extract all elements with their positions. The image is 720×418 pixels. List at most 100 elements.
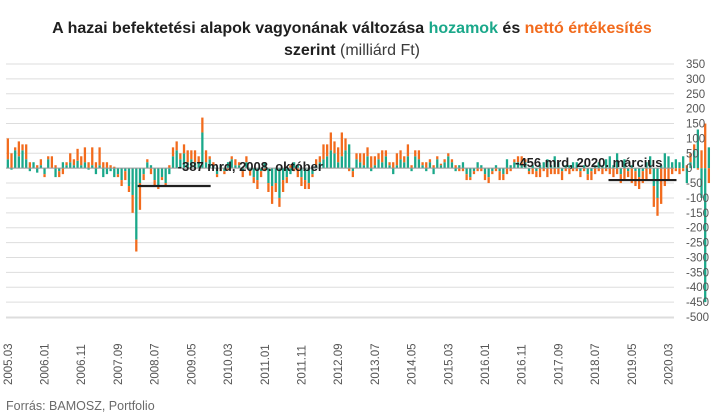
bar-netto bbox=[91, 147, 94, 166]
x-tick-label: 2018.07 bbox=[590, 343, 602, 385]
bar-netto bbox=[568, 168, 571, 175]
bar-hozamok bbox=[590, 168, 593, 172]
bar-netto bbox=[303, 180, 307, 190]
bar-netto bbox=[318, 156, 321, 163]
bar-netto bbox=[450, 159, 454, 163]
x-tick-label: 2010.03 bbox=[223, 343, 235, 385]
bar-netto bbox=[560, 171, 564, 181]
bar-netto bbox=[494, 168, 498, 172]
bar-hozamok bbox=[671, 162, 674, 169]
bar-hozamok bbox=[315, 165, 318, 169]
bar-netto bbox=[590, 171, 593, 181]
x-axis: 2005.03 2006.01 2006.11 2007.09 2008.07 2009.… bbox=[3, 317, 675, 385]
y-tick-label: -100 bbox=[686, 193, 709, 205]
bar-hozamok bbox=[520, 165, 523, 169]
bar-netto bbox=[564, 168, 567, 172]
bar-hozamok bbox=[465, 168, 468, 175]
bar-netto bbox=[160, 177, 164, 181]
bar-hozamok bbox=[641, 168, 644, 172]
bar-netto bbox=[700, 150, 703, 169]
bar-netto bbox=[542, 168, 545, 172]
bar-hozamok bbox=[256, 168, 259, 181]
bar-netto bbox=[186, 150, 189, 163]
bar-hozamok bbox=[32, 162, 35, 169]
bar-netto bbox=[223, 171, 226, 175]
bar-netto bbox=[443, 159, 446, 163]
bar-hozamok bbox=[17, 156, 20, 169]
bar-hozamok bbox=[344, 150, 347, 169]
y-tick-label: -400 bbox=[686, 282, 709, 294]
bar-hozamok bbox=[149, 165, 153, 169]
bar-hozamok bbox=[47, 159, 50, 169]
bar-netto bbox=[36, 165, 39, 169]
bar-netto bbox=[157, 186, 160, 190]
bar-hozamok bbox=[491, 168, 494, 172]
bar-netto bbox=[458, 168, 461, 172]
bar-hozamok bbox=[58, 168, 61, 172]
bar-hozamok bbox=[458, 165, 461, 169]
bar-hozamok bbox=[160, 168, 164, 178]
bar-hozamok bbox=[226, 162, 230, 169]
bar-netto bbox=[601, 168, 604, 175]
bar-hozamok bbox=[102, 168, 105, 178]
bar-netto bbox=[553, 168, 556, 175]
x-tick-label: 2014.05 bbox=[407, 343, 419, 385]
bar-hozamok bbox=[219, 165, 222, 169]
chart-title: A hazai befektetési alapok vagyonának vá… bbox=[52, 20, 652, 37]
bar-netto bbox=[704, 123, 707, 169]
bar-netto bbox=[634, 171, 637, 187]
x-tick-label: 2008.07 bbox=[150, 343, 162, 385]
bar-hozamok bbox=[366, 156, 369, 169]
bar-netto bbox=[366, 147, 369, 157]
bar-netto bbox=[105, 162, 109, 169]
bar-hozamok bbox=[388, 165, 391, 169]
bar-netto bbox=[135, 239, 138, 252]
bar-netto bbox=[575, 168, 578, 172]
bar-netto bbox=[179, 153, 182, 160]
bar-netto bbox=[461, 168, 465, 172]
title-part-netto: nettó értékesítés bbox=[525, 20, 652, 37]
bar-netto bbox=[502, 174, 505, 181]
bar-hozamok bbox=[579, 168, 582, 172]
bar-hozamok bbox=[223, 168, 226, 172]
x-tick-label: 2017.09 bbox=[553, 343, 565, 385]
bar-netto bbox=[421, 162, 424, 166]
bar-hozamok bbox=[43, 168, 46, 175]
bar-netto bbox=[65, 162, 68, 166]
bar-hozamok bbox=[564, 165, 567, 169]
bar-netto bbox=[472, 171, 476, 175]
bar-hozamok bbox=[593, 165, 597, 169]
bar-netto bbox=[593, 168, 597, 175]
bar-hozamok bbox=[204, 162, 208, 169]
x-tick-label: 2012.09 bbox=[333, 343, 345, 385]
bar-hozamok bbox=[318, 162, 321, 169]
bar-hozamok bbox=[274, 168, 277, 184]
bar-netto bbox=[685, 165, 688, 169]
bar-hozamok bbox=[524, 162, 527, 169]
bar-hozamok bbox=[190, 159, 193, 169]
bar-netto bbox=[348, 168, 351, 172]
x-tick-label: 2016.01 bbox=[480, 343, 492, 385]
bar-hozamok bbox=[700, 168, 703, 198]
bar-hozamok bbox=[311, 168, 314, 175]
bar-hozamok bbox=[168, 168, 171, 175]
bar-netto bbox=[392, 162, 395, 169]
bar-hozamok bbox=[696, 129, 699, 169]
bar-hozamok bbox=[461, 162, 465, 169]
bar-netto bbox=[509, 168, 512, 172]
y-axis: 350 300 250 200 150 100 50 0 -50 -100 -150 -200 -250… bbox=[686, 59, 709, 324]
bar-netto bbox=[571, 168, 575, 172]
bar-hozamok bbox=[403, 162, 406, 169]
bar-hozamok bbox=[377, 159, 380, 169]
bar-hozamok bbox=[76, 160, 79, 169]
bar-netto bbox=[516, 156, 520, 163]
bar-hozamok bbox=[98, 165, 101, 169]
bar-hozamok bbox=[153, 168, 156, 181]
bar-netto bbox=[597, 168, 600, 172]
bar-hozamok bbox=[637, 168, 641, 178]
bar-netto bbox=[355, 153, 358, 160]
bar-netto bbox=[604, 168, 608, 172]
bar-netto bbox=[333, 141, 336, 154]
bar-hozamok bbox=[682, 156, 685, 169]
bar-netto bbox=[61, 168, 65, 175]
